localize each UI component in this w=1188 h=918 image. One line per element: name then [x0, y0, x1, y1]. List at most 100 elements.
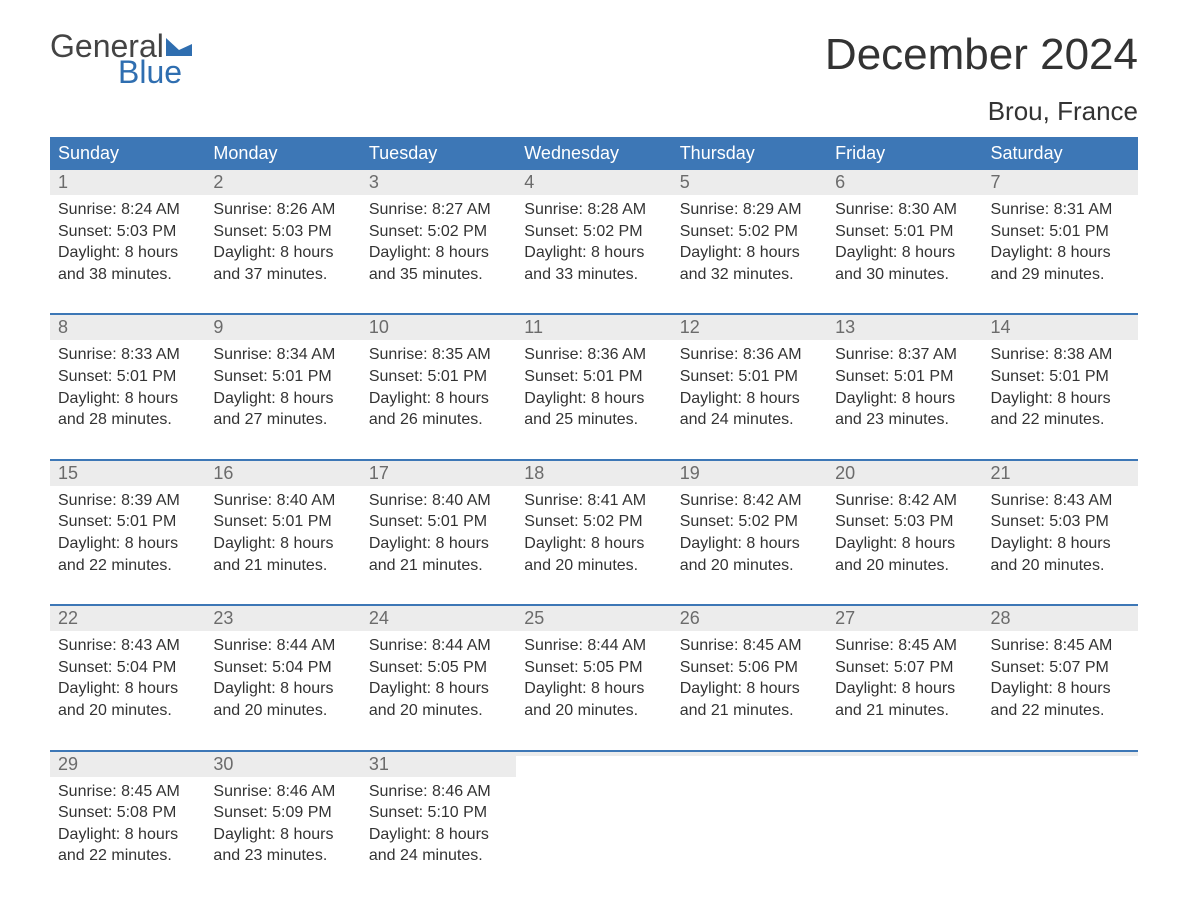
- week-row: 29 Sunrise: 8:45 AMSunset: 5:08 PMDayligh…: [50, 750, 1138, 877]
- day-ss: Sunset: 5:01 PM: [213, 366, 352, 388]
- day-body: Sunrise: 8:39 AMSunset: 5:01 PMDaylight:…: [58, 486, 197, 576]
- day-d2: and 22 minutes.: [58, 555, 197, 577]
- day-ss: Sunset: 5:02 PM: [524, 221, 663, 243]
- day-number: 13: [835, 317, 855, 337]
- day-cell: 18Sunrise: 8:41 AMSunset: 5:02 PMDayligh…: [516, 461, 671, 586]
- day-cell: 10Sunrise: 8:35 AMSunset: 5:01 PMDayligh…: [361, 315, 516, 440]
- day-number: 11: [524, 317, 543, 337]
- day-ss: Sunset: 5:05 PM: [524, 657, 663, 679]
- day-cell: 23Sunrise: 8:44 AMSunset: 5:04 PMDayligh…: [205, 606, 360, 731]
- day-d2: and 20 minutes.: [58, 700, 197, 722]
- day-cell: 20Sunrise: 8:42 AMSunset: 5:03 PMDayligh…: [827, 461, 982, 586]
- day-cell: 25Sunrise: 8:44 AMSunset: 5:05 PMDayligh…: [516, 606, 671, 731]
- day-number: 6: [835, 172, 845, 192]
- day-body: Sunrise: 8:40 AMSunset: 5:01 PMDaylight:…: [369, 486, 508, 576]
- day-d2: and 20 minutes.: [213, 700, 352, 722]
- day-sr: Sunrise: 8:26 AM: [213, 199, 352, 221]
- day-number-row: 12: [672, 315, 827, 340]
- brand-logo: General Blue: [50, 30, 192, 88]
- day-number: 25: [524, 608, 544, 628]
- day-ss: Sunset: 5:01 PM: [835, 366, 974, 388]
- weekday-label: Wednesday: [516, 137, 671, 170]
- page-title: December 2024: [825, 30, 1138, 80]
- day-sr: Sunrise: 8:46 AM: [369, 781, 508, 803]
- day-number: 27: [835, 608, 855, 628]
- day-ss: Sunset: 5:01 PM: [524, 366, 663, 388]
- day-ss: Sunset: 5:06 PM: [680, 657, 819, 679]
- day-cell: 16Sunrise: 8:40 AMSunset: 5:01 PMDayligh…: [205, 461, 360, 586]
- day-d1: Daylight: 8 hours: [213, 388, 352, 410]
- day-number: 8: [58, 317, 68, 337]
- day-sr: Sunrise: 8:45 AM: [680, 635, 819, 657]
- day-d2: and 22 minutes.: [991, 700, 1130, 722]
- day-d2: and 20 minutes.: [524, 555, 663, 577]
- day-ss: Sunset: 5:07 PM: [991, 657, 1130, 679]
- day-body: Sunrise: 8:45 AMSunset: 5:08 PMDaylight:…: [58, 777, 197, 867]
- day-number: 15: [58, 463, 78, 483]
- day-cell: 27Sunrise: 8:45 AMSunset: 5:07 PMDayligh…: [827, 606, 982, 731]
- header: General Blue December 2024: [50, 30, 1138, 88]
- day-d2: and 35 minutes.: [369, 264, 508, 286]
- location-label: Brou, France: [50, 96, 1138, 127]
- day-number-row: 23: [205, 606, 360, 631]
- day-d2: and 32 minutes.: [680, 264, 819, 286]
- week-row: 8Sunrise: 8:33 AMSunset: 5:01 PMDaylight…: [50, 313, 1138, 440]
- day-number: 29: [58, 754, 78, 774]
- day-ss: Sunset: 5:01 PM: [58, 366, 197, 388]
- day-sr: Sunrise: 8:33 AM: [58, 344, 197, 366]
- day-body: Sunrise: 8:36 AMSunset: 5:01 PMDaylight:…: [680, 340, 819, 430]
- day-d1: Daylight: 8 hours: [58, 824, 197, 846]
- day-cell: 7Sunrise: 8:31 AMSunset: 5:01 PMDaylight…: [983, 170, 1138, 295]
- day-ss: Sunset: 5:01 PM: [369, 366, 508, 388]
- day-number: 28: [991, 608, 1011, 628]
- day-number-row: 28: [983, 606, 1138, 631]
- day-sr: Sunrise: 8:44 AM: [213, 635, 352, 657]
- day-d1: Daylight: 8 hours: [991, 388, 1130, 410]
- day-cell: 21Sunrise: 8:43 AMSunset: 5:03 PMDayligh…: [983, 461, 1138, 586]
- day-number: 10: [369, 317, 389, 337]
- day-ss: Sunset: 5:01 PM: [369, 511, 508, 533]
- day-number-row: 14: [983, 315, 1138, 340]
- day-cell: [672, 752, 827, 877]
- day-d2: and 20 minutes.: [524, 700, 663, 722]
- weekday-label: Friday: [827, 137, 982, 170]
- week-row: 22Sunrise: 8:43 AMSunset: 5:04 PMDayligh…: [50, 604, 1138, 731]
- day-ss: Sunset: 5:02 PM: [369, 221, 508, 243]
- day-d2: and 25 minutes.: [524, 409, 663, 431]
- day-ss: Sunset: 5:02 PM: [680, 221, 819, 243]
- day-cell: 30Sunrise: 8:46 AMSunset: 5:09 PMDayligh…: [205, 752, 360, 877]
- day-sr: Sunrise: 8:40 AM: [369, 490, 508, 512]
- day-d2: and 21 minutes.: [369, 555, 508, 577]
- day-d2: and 38 minutes.: [58, 264, 197, 286]
- day-body: Sunrise: 8:44 AMSunset: 5:04 PMDaylight:…: [213, 631, 352, 721]
- day-sr: Sunrise: 8:44 AM: [524, 635, 663, 657]
- day-d1: Daylight: 8 hours: [213, 824, 352, 846]
- day-body: Sunrise: 8:36 AMSunset: 5:01 PMDaylight:…: [524, 340, 663, 430]
- day-number-row: [827, 752, 982, 756]
- day-d1: Daylight: 8 hours: [369, 242, 508, 264]
- day-d2: and 22 minutes.: [991, 409, 1130, 431]
- day-body: Sunrise: 8:42 AMSunset: 5:02 PMDaylight:…: [680, 486, 819, 576]
- weekday-label: Tuesday: [361, 137, 516, 170]
- day-d2: and 21 minutes.: [680, 700, 819, 722]
- day-number: 22: [58, 608, 78, 628]
- day-cell: [983, 752, 1138, 877]
- day-number-row: 18: [516, 461, 671, 486]
- day-number-row: 22: [50, 606, 205, 631]
- day-d1: Daylight: 8 hours: [835, 678, 974, 700]
- day-number: 20: [835, 463, 855, 483]
- day-d2: and 26 minutes.: [369, 409, 508, 431]
- day-body: Sunrise: 8:33 AMSunset: 5:01 PMDaylight:…: [58, 340, 197, 430]
- day-d2: and 30 minutes.: [835, 264, 974, 286]
- day-cell: 6Sunrise: 8:30 AMSunset: 5:01 PMDaylight…: [827, 170, 982, 295]
- day-ss: Sunset: 5:04 PM: [213, 657, 352, 679]
- day-sr: Sunrise: 8:29 AM: [680, 199, 819, 221]
- day-d1: Daylight: 8 hours: [58, 533, 197, 555]
- day-d1: Daylight: 8 hours: [213, 242, 352, 264]
- day-number: 1: [58, 172, 68, 192]
- day-d2: and 24 minutes.: [369, 845, 508, 867]
- day-cell: 24Sunrise: 8:44 AMSunset: 5:05 PMDayligh…: [361, 606, 516, 731]
- day-ss: Sunset: 5:02 PM: [680, 511, 819, 533]
- day-number-row: 7: [983, 170, 1138, 195]
- day-ss: Sunset: 5:08 PM: [58, 802, 197, 824]
